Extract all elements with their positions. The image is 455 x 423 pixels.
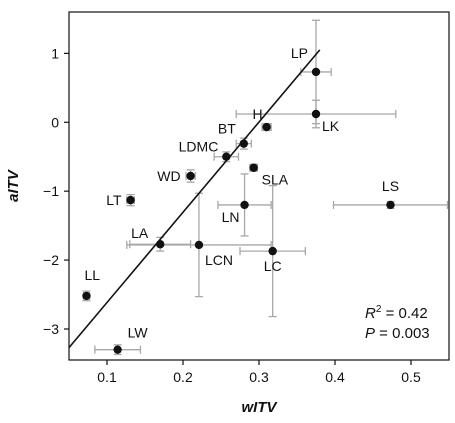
regression-line-group <box>68 49 321 349</box>
data-point <box>249 163 258 172</box>
point-label: LC <box>264 258 282 274</box>
point-label: LA <box>131 225 149 241</box>
x-axis-title: wITV <box>241 399 278 416</box>
p-value-annotation: P = 0.003 <box>365 325 430 342</box>
data-point <box>156 240 165 249</box>
point-label: LDMC <box>179 139 219 155</box>
data-point <box>268 246 277 256</box>
y-tick-label: −1 <box>43 183 59 199</box>
y-axis-ticks: −3 −2 −1 0 1 <box>43 45 69 337</box>
point-label: LK <box>322 118 340 134</box>
x-tick-label: 0.1 <box>97 369 117 385</box>
x-tick-label: 0.2 <box>173 369 193 385</box>
point-label: BT <box>218 121 236 137</box>
x-tick-label: 0.4 <box>325 369 345 385</box>
point-label: SLA <box>262 172 289 188</box>
x-tick-label: 0.3 <box>249 369 269 385</box>
data-point <box>240 200 249 210</box>
data-point <box>126 195 135 205</box>
x-tick-label: 0.5 <box>401 369 421 385</box>
data-point <box>311 109 321 119</box>
point-label: LT <box>106 192 122 208</box>
data-point <box>194 240 204 250</box>
regression-line <box>68 49 321 349</box>
data-point <box>386 200 395 210</box>
x-axis-ticks: 0.1 0.2 0.3 0.4 0.5 <box>97 360 421 385</box>
data-point <box>113 345 122 354</box>
data-point <box>239 139 248 148</box>
y-axis-title: aITV <box>5 168 22 202</box>
y-tick-label: 0 <box>51 114 59 130</box>
y-tick-label: −2 <box>43 252 59 268</box>
data-point <box>186 171 195 181</box>
point-label: LL <box>84 267 100 283</box>
point-label: LCN <box>205 252 233 268</box>
y-tick-label: 1 <box>51 45 59 61</box>
point-label: LS <box>382 178 399 194</box>
point-labels: LP LK H BT LDMC SLA WD LS LT LN LA LCN LC LL LW <box>84 45 399 341</box>
data-point <box>262 122 271 132</box>
data-points <box>82 67 395 354</box>
data-point <box>222 152 231 161</box>
point-label: LN <box>222 209 240 225</box>
point-label: WD <box>157 168 180 184</box>
point-label: H <box>252 106 262 122</box>
point-label: LW <box>128 325 149 341</box>
point-label: LP <box>291 45 308 61</box>
data-point <box>311 67 321 77</box>
y-tick-label: −3 <box>43 321 59 337</box>
data-point <box>82 291 91 301</box>
r-squared-annotation: R2 = 0.42 <box>365 304 428 322</box>
